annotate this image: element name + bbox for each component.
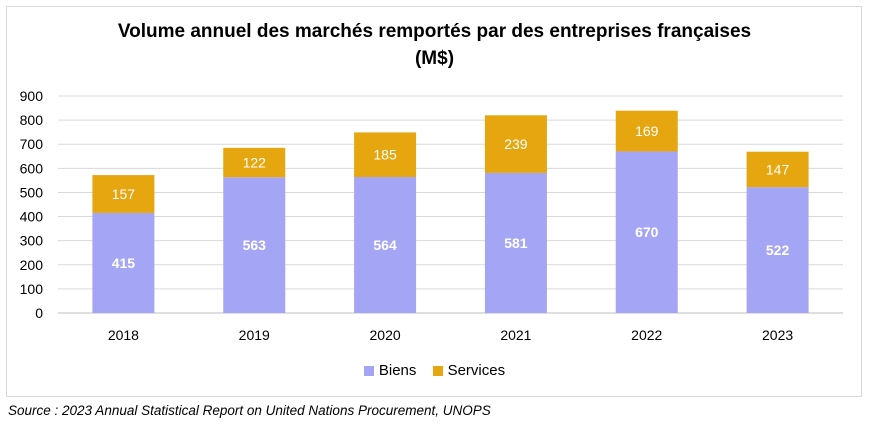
- bar-biens-2019: [223, 177, 286, 313]
- chart-title-unit: (M$): [414, 48, 455, 69]
- y-axis: 0 100 200 300 400 500 600 700 800 900: [20, 88, 44, 321]
- data-label-biens-2020: 564: [373, 237, 397, 253]
- data-label-services-2018: 157: [112, 186, 136, 202]
- x-axis: 2018 2019 2020 2021 2022 2023: [108, 327, 794, 343]
- y-tick-label: 200: [20, 257, 44, 273]
- legend: Biens Services: [0, 362, 869, 380]
- legend-label-biens: Biens: [378, 362, 417, 379]
- bar-services-2021: [484, 115, 547, 173]
- y-tick-label: 0: [35, 305, 43, 321]
- data-label-services-2019: 122: [243, 155, 267, 171]
- gridlines: [58, 95, 843, 314]
- y-tick-label: 800: [20, 112, 44, 128]
- y-tick-label: 600: [20, 160, 44, 176]
- bar-biens-2020: [354, 177, 417, 313]
- bar-biens-2021: [484, 172, 547, 313]
- data-label-biens-2019: 563: [243, 237, 267, 253]
- y-tick-label: 100: [20, 281, 44, 297]
- data-label-services-2023: 147: [766, 161, 790, 177]
- chart-title: Volume annuel des marchés remportés par …: [0, 18, 869, 72]
- bar-biens-2022: [615, 151, 678, 313]
- chart-title-main: Volume annuel des marchés remportés par …: [117, 21, 752, 42]
- x-tick-label: 2021: [500, 327, 531, 343]
- bar-biens-2018: [92, 212, 155, 313]
- x-tick-label: 2019: [239, 327, 270, 343]
- x-tick-label: 2022: [631, 327, 662, 343]
- y-tick-label: 900: [20, 88, 44, 104]
- bar-services-2020: [354, 132, 417, 178]
- data-label-services-2021: 239: [504, 136, 528, 152]
- bar-services-2018: [92, 175, 155, 213]
- source-note: Source : 2023 Annual Statistical Report …: [8, 403, 491, 418]
- x-tick-label: 2023: [762, 327, 793, 343]
- bar-services-2019: [223, 147, 286, 178]
- legend-swatch-services: [432, 365, 443, 376]
- bar-biens-2023: [746, 187, 809, 313]
- data-label-biens-2023: 522: [766, 242, 790, 258]
- legend-label-services: Services: [447, 362, 506, 379]
- data-label-biens-2022: 670: [635, 224, 659, 240]
- y-tick-label: 700: [20, 136, 44, 152]
- data-label-services-2020: 185: [373, 147, 397, 163]
- x-tick-label: 2018: [108, 327, 139, 343]
- bar-services-2022: [615, 110, 678, 152]
- y-tick-label: 400: [20, 209, 44, 225]
- data-label-biens-2018: 415: [112, 255, 136, 271]
- bars: 415 157 563 122 564 185 581 239 670 169 522 147: [92, 110, 809, 313]
- legend-item-services: Services: [432, 362, 506, 379]
- y-tick-label: 500: [20, 184, 44, 200]
- legend-item-biens: Biens: [363, 362, 417, 379]
- x-tick-label: 2020: [370, 327, 401, 343]
- y-tick-label: 300: [20, 233, 44, 249]
- legend-swatch-biens: [363, 365, 374, 376]
- bar-services-2023: [746, 151, 809, 188]
- data-label-services-2022: 169: [635, 123, 659, 139]
- data-label-biens-2021: 581: [504, 235, 528, 251]
